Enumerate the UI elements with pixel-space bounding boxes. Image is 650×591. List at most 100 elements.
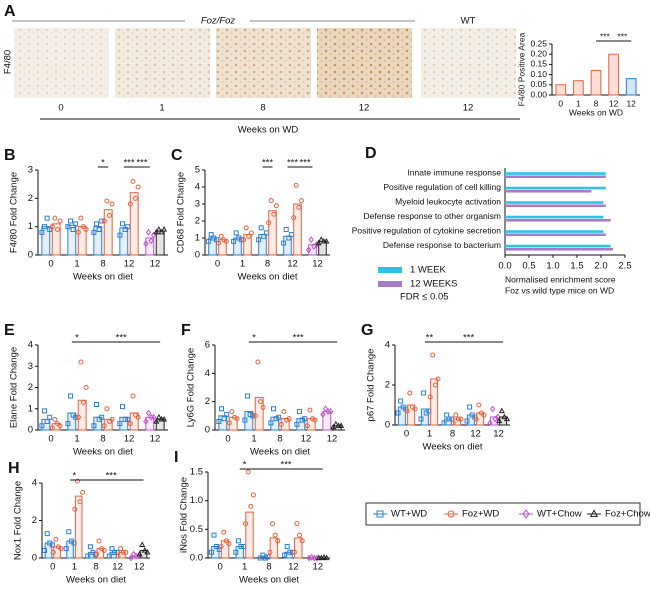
data-point bbox=[85, 553, 91, 559]
data-point bbox=[473, 416, 479, 422]
data-point bbox=[284, 544, 290, 550]
data-point bbox=[58, 546, 64, 552]
data-point bbox=[221, 529, 227, 535]
bar bbox=[218, 239, 227, 256]
x-axis-label: Foz vs wild type mice on WD bbox=[505, 285, 614, 295]
bar bbox=[443, 418, 452, 426]
data-point bbox=[395, 410, 401, 416]
y-axis-label: F4/80 Fold Change bbox=[9, 172, 20, 253]
x-tick-label: 8 bbox=[266, 562, 271, 573]
y-axis-label: Nox1 Fold Change bbox=[13, 481, 24, 560]
data-point bbox=[112, 549, 118, 555]
bar bbox=[294, 537, 303, 559]
bar bbox=[228, 416, 238, 431]
y-tick-label: 4 bbox=[32, 478, 37, 489]
data-point bbox=[120, 404, 125, 410]
significance-label: * bbox=[252, 333, 256, 344]
data-point bbox=[332, 420, 339, 427]
data-point bbox=[320, 553, 328, 560]
data-point bbox=[63, 546, 69, 552]
data-point bbox=[216, 419, 222, 424]
x-tick-label: 0 bbox=[558, 98, 563, 108]
bar bbox=[453, 418, 462, 426]
category-label: Defense response to bacterium bbox=[383, 240, 501, 250]
legend-box bbox=[365, 502, 641, 526]
x-tick-label: 12 bbox=[134, 562, 145, 573]
data-point bbox=[39, 229, 45, 235]
data-point bbox=[50, 549, 56, 555]
bar bbox=[625, 78, 637, 96]
data-point bbox=[260, 552, 266, 558]
x-tick-label: 2.0 bbox=[594, 261, 607, 272]
data-point bbox=[83, 385, 89, 390]
data-point bbox=[47, 227, 53, 232]
data-point bbox=[286, 235, 292, 241]
data-point bbox=[501, 413, 508, 420]
significance-label: *** bbox=[106, 471, 117, 482]
data-point bbox=[151, 413, 157, 421]
data-point bbox=[93, 551, 99, 557]
data-point bbox=[143, 240, 149, 248]
bar bbox=[119, 416, 129, 431]
y-tick-label: 0.0 bbox=[190, 553, 203, 564]
data-point bbox=[120, 221, 125, 227]
y-tick-label: 5 bbox=[195, 165, 200, 176]
significance-label: *** bbox=[116, 333, 127, 344]
data-point bbox=[430, 352, 436, 358]
data-point bbox=[304, 423, 310, 429]
data-point bbox=[39, 423, 45, 429]
data-point bbox=[47, 414, 53, 420]
x-tick-label: 0 bbox=[50, 562, 55, 573]
data-point bbox=[245, 393, 250, 399]
bar bbox=[218, 415, 228, 431]
x-tick-label: 12 bbox=[150, 434, 161, 445]
data-point bbox=[99, 218, 105, 224]
data-point bbox=[133, 195, 138, 201]
x-tick-label: 1 bbox=[240, 259, 245, 270]
x-axis-label: Weeks on diet bbox=[239, 575, 299, 586]
significance-label: *** bbox=[136, 158, 147, 169]
y-tick-label: 0 bbox=[205, 425, 210, 436]
data-point bbox=[91, 423, 97, 429]
stain bbox=[115, 28, 210, 98]
bar bbox=[505, 201, 604, 204]
note: FDR ≤ 0.05 bbox=[400, 292, 449, 303]
data-point bbox=[243, 225, 249, 231]
bar bbox=[590, 70, 602, 96]
data-point bbox=[73, 414, 79, 420]
y-tick-label: 2 bbox=[32, 515, 37, 526]
y-tick-label: 1 bbox=[28, 221, 33, 232]
data-point bbox=[70, 227, 76, 232]
x-axis-label: Weeks on diet bbox=[237, 272, 297, 283]
data-point bbox=[297, 409, 302, 415]
data-point bbox=[338, 422, 345, 428]
bar bbox=[93, 226, 103, 256]
data-point bbox=[308, 236, 314, 244]
data-point bbox=[226, 420, 232, 426]
y-tick-label: 0.05 bbox=[530, 79, 547, 89]
data-point bbox=[496, 417, 503, 424]
bar bbox=[505, 230, 604, 233]
bar bbox=[211, 546, 220, 559]
data-point bbox=[231, 238, 237, 244]
data-point bbox=[407, 390, 413, 396]
data-point bbox=[72, 506, 78, 512]
x-tick-label: 8 bbox=[277, 434, 282, 445]
bar bbox=[119, 227, 129, 256]
data-point bbox=[65, 421, 71, 427]
x-tick-label: 0 bbox=[404, 429, 409, 440]
data-point bbox=[106, 553, 112, 559]
x-tick-label: 1.5 bbox=[570, 261, 583, 272]
legend-label: WT+Chow bbox=[537, 509, 582, 520]
data-point bbox=[96, 538, 102, 544]
y-tick-label: 0.15 bbox=[530, 59, 547, 69]
data-point bbox=[256, 237, 262, 243]
data-point bbox=[489, 405, 496, 413]
data-point bbox=[49, 542, 55, 548]
panel-label: A bbox=[4, 3, 16, 20]
x-tick-label: 1 bbox=[427, 429, 432, 440]
y-tick-label: 4 bbox=[385, 340, 390, 351]
x-tick-label: 2.5 bbox=[618, 261, 631, 272]
data-point bbox=[481, 412, 487, 418]
x-tick-label: 8 bbox=[594, 98, 599, 108]
